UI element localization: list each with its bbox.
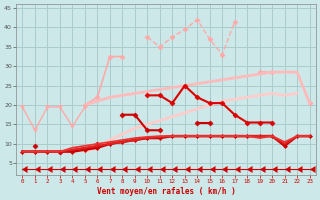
X-axis label: Vent moyen/en rafales ( km/h ): Vent moyen/en rafales ( km/h ): [97, 187, 236, 196]
